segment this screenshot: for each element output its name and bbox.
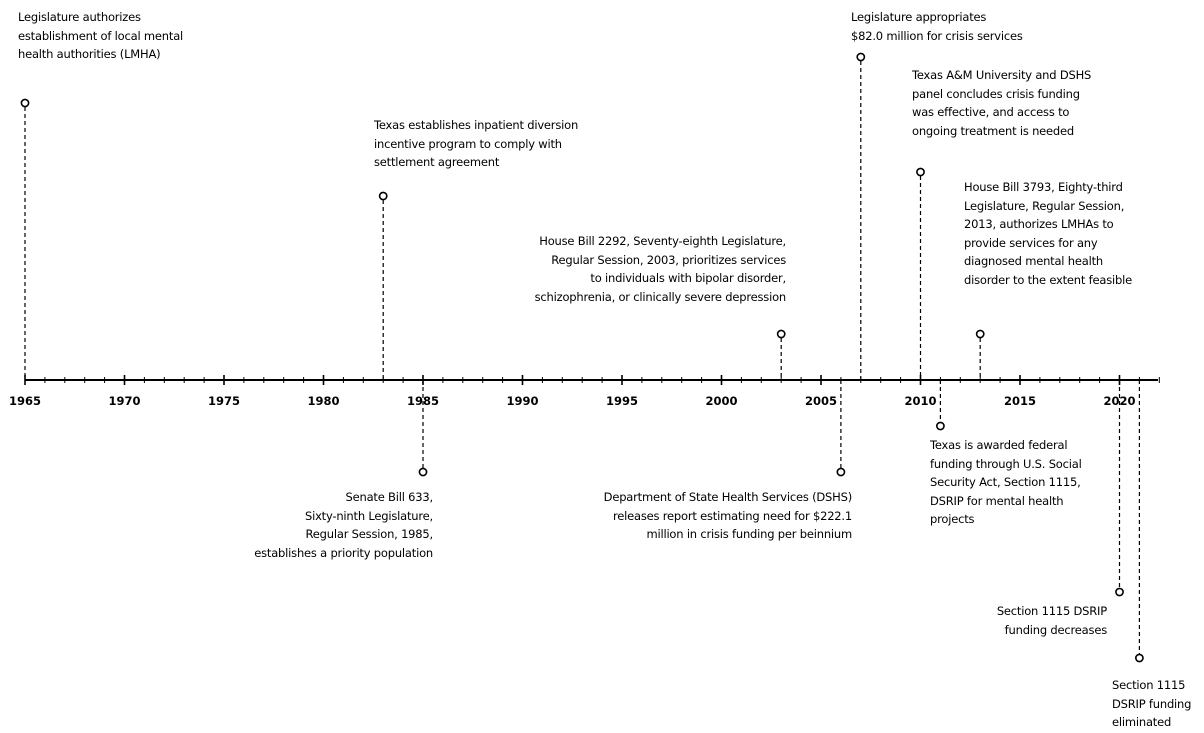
- event-text-crisis-appropriation: Legislature appropriates $82.0 million f…: [851, 10, 1023, 43]
- year-labels: 1965 1970 1975 1980 1985 1990 1995 2000 2005 2010…: [9, 394, 1136, 408]
- marker-house-bill-2292: [776, 329, 786, 339]
- year-label-2005: 2005: [805, 394, 837, 408]
- event-text-dsrip-decreases: Section 1115 DSRIP funding decreases: [996, 604, 1107, 637]
- year-label-1990: 1990: [506, 394, 538, 408]
- marker-crisis-appropriation: [856, 52, 866, 62]
- marker-tamu-panel: [916, 167, 925, 177]
- event-text-senate-bill-633: Senate Bill 633, Sixty-ninth Legislature…: [254, 490, 433, 560]
- marker-house-bill-3793: [975, 329, 985, 339]
- event-connectors: [20, 52, 1144, 663]
- event-text-inpatient-diversion: Texas establishes inpatient diversion in…: [374, 118, 579, 169]
- marker-dsrip-decreases: [1115, 587, 1124, 597]
- event-text-lmha-authorized: Legislature authorizes establishment of …: [18, 10, 184, 61]
- event-text-tamu-panel: Texas A&M University and DSHS panel conc…: [912, 68, 1092, 138]
- event-text-federal-funding: Texas is awarded federal funding through…: [930, 438, 1082, 526]
- year-label-2015: 2015: [1004, 394, 1036, 408]
- year-label-2000: 2000: [705, 394, 737, 408]
- marker-senate-bill-633: [418, 467, 428, 477]
- marker-lmha-authorized: [20, 98, 30, 108]
- event-text-dshs-report: Department of State Health Services (DSH…: [603, 490, 853, 541]
- marker-inpatient-diversion: [378, 191, 388, 201]
- marker-federal-funding: [936, 421, 945, 431]
- year-label-1980: 1980: [307, 394, 339, 408]
- event-text-house-bill-3793: House Bill 3793, Eighty-third Legislatur…: [964, 180, 1132, 287]
- event-text-dsrip-eliminated: Section 1115 DSRIP funding eliminated: [1112, 678, 1192, 729]
- marker-dsrip-eliminated: [1135, 653, 1144, 663]
- year-label-1965: 1965: [9, 394, 41, 408]
- marker-dshs-report: [836, 467, 846, 477]
- event-text-house-bill-2292: House Bill 2292, Seventy-eighth Legislat…: [534, 234, 787, 304]
- year-label-1995: 1995: [606, 394, 638, 408]
- year-label-2010: 2010: [904, 394, 936, 408]
- year-label-1970: 1970: [108, 394, 140, 408]
- year-label-1975: 1975: [208, 394, 240, 408]
